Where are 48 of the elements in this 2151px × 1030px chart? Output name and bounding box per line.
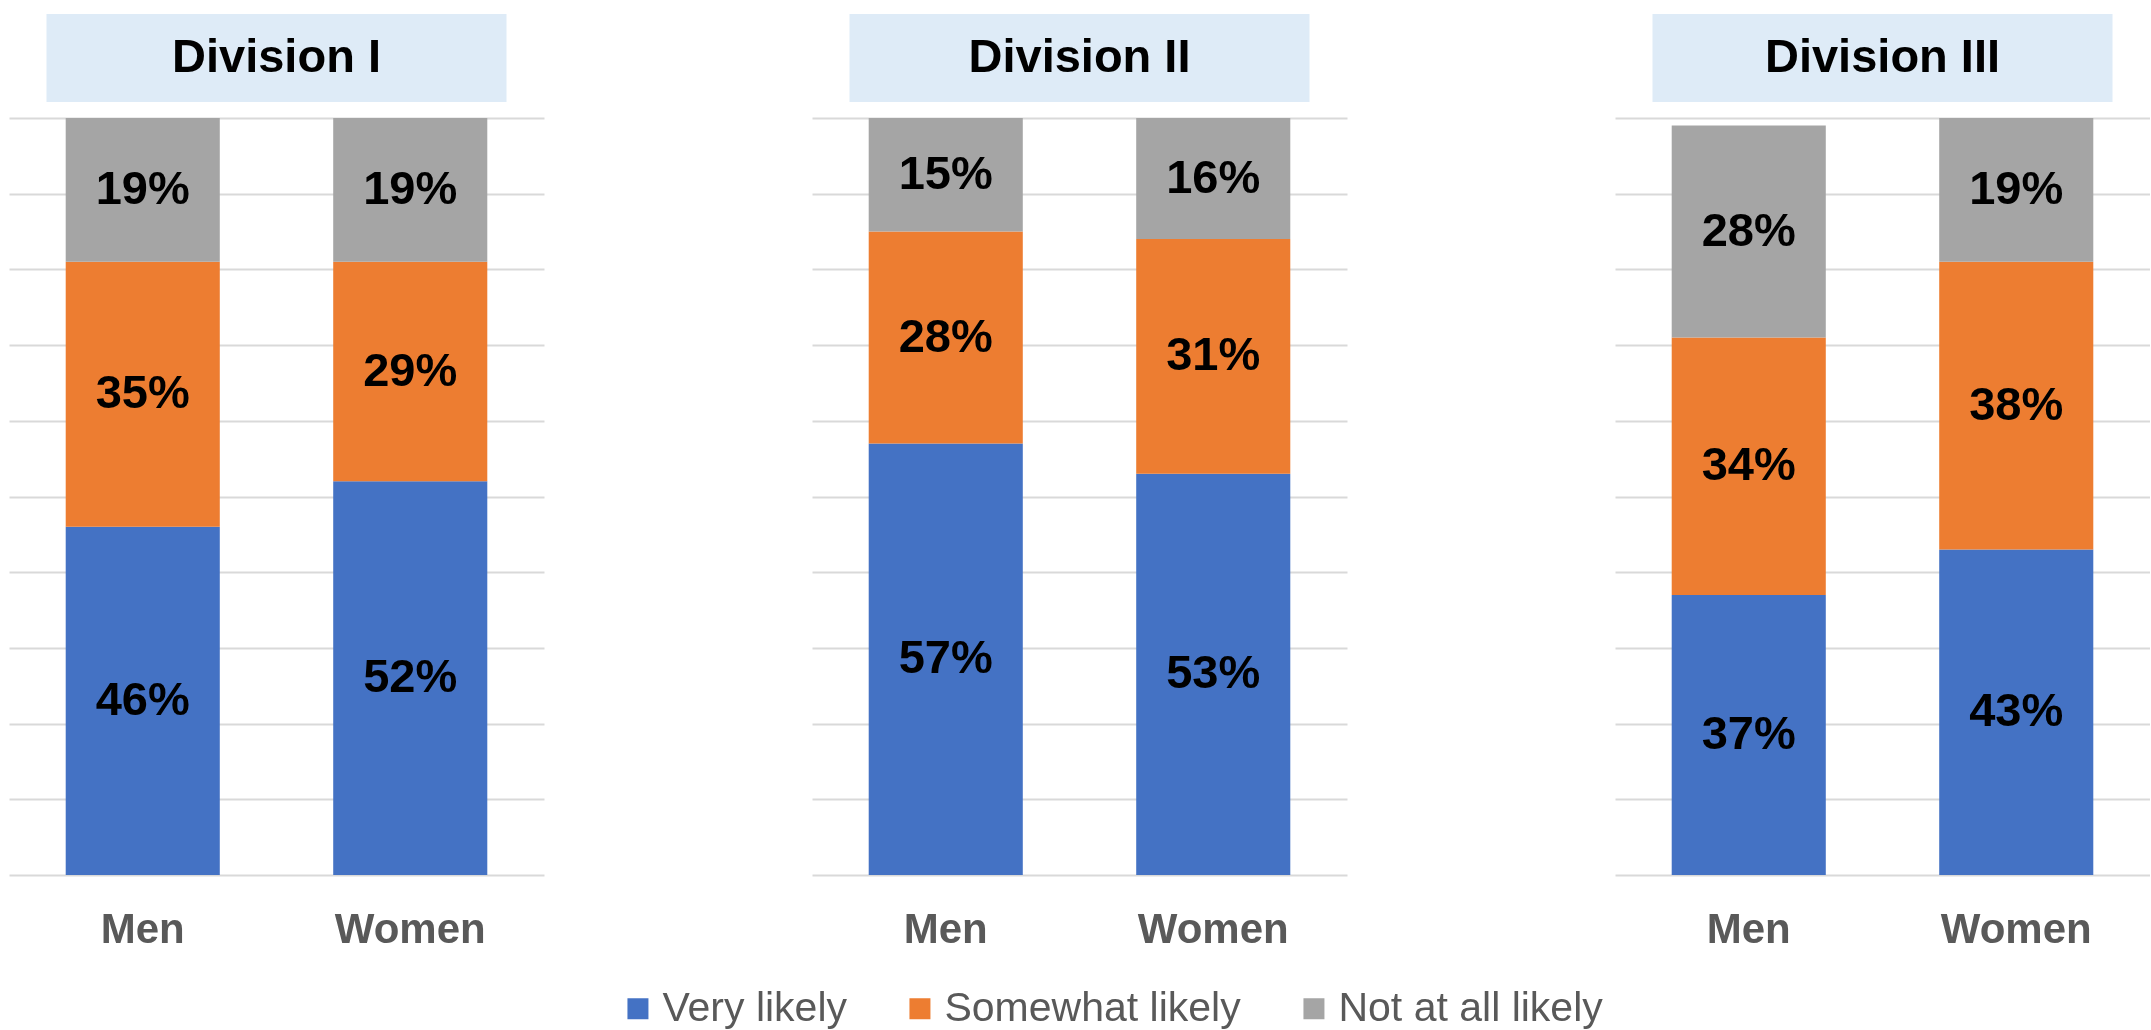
data-label: 57% (898, 630, 993, 684)
legend-label: Very likely (662, 983, 848, 1030)
x-tick-label: Women (1137, 904, 1289, 952)
x-tick-label: Men (903, 904, 988, 952)
data-label: 37% (1701, 705, 1796, 759)
x-tick-label: Women (1940, 904, 2092, 952)
chart-title: Division II (968, 29, 1191, 82)
bar (1136, 473, 1291, 875)
bar (1671, 594, 1826, 875)
bar (868, 231, 1023, 444)
x-tick-label: Women (334, 904, 486, 952)
data-label: 19% (95, 160, 190, 214)
bar (333, 261, 488, 482)
data-label: 16% (1166, 149, 1261, 203)
data-label: 28% (1701, 202, 1796, 256)
chart-title: Division I (172, 29, 381, 82)
bar (65, 118, 220, 262)
bar (1939, 261, 2094, 550)
data-label: 52% (363, 649, 458, 703)
bar (1671, 337, 1826, 595)
bar (868, 443, 1023, 875)
x-tick-label: Men (1706, 904, 1791, 952)
bar (65, 261, 220, 527)
data-label: 19% (363, 160, 458, 214)
bar (1136, 118, 1291, 240)
data-label: 34% (1701, 437, 1796, 491)
data-label: 53% (1166, 645, 1261, 699)
data-label: 35% (95, 365, 190, 419)
bar (1939, 118, 2094, 262)
legend-label: Somewhat likely (944, 983, 1242, 1030)
bar (868, 118, 1023, 232)
legend-label: Not at all likely (1338, 983, 1604, 1030)
data-label: 31% (1166, 327, 1261, 381)
x-tick-label: Men (100, 904, 185, 952)
data-label: 38% (1969, 376, 2064, 430)
bar (1136, 239, 1291, 474)
data-label: 19% (1969, 160, 2064, 214)
bar (1939, 549, 2094, 875)
data-label: 15% (898, 145, 993, 199)
bar (65, 526, 220, 875)
data-label: 43% (1969, 683, 2064, 737)
bar (1671, 125, 1826, 338)
bar (333, 118, 488, 262)
data-label: 29% (363, 342, 458, 396)
chart-title: Division III (1764, 29, 2001, 82)
data-label: 28% (898, 308, 993, 362)
bar (333, 481, 488, 875)
data-label: 46% (95, 671, 190, 725)
